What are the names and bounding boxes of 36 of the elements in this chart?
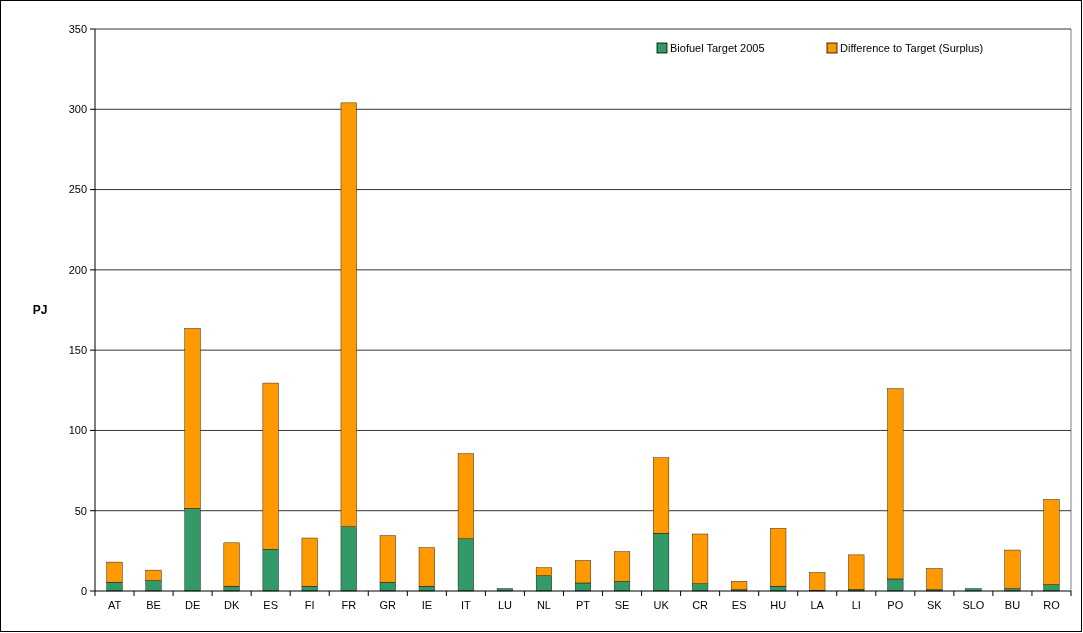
x-tick-label: BE xyxy=(146,599,161,611)
y-tick-label: 300 xyxy=(68,103,87,116)
x-tick-label: CR xyxy=(692,599,709,611)
y-tick-label: 200 xyxy=(68,263,87,276)
y-tick-label: 150 xyxy=(68,343,87,356)
x-tick-label: IE xyxy=(421,599,433,611)
x-tick-label: LA xyxy=(810,599,825,611)
legend-label: Biofuel Target 2005 xyxy=(670,41,765,54)
y-tick-label: 350 xyxy=(68,22,87,35)
x-tick-label: BU xyxy=(1004,599,1021,611)
x-tick-label: LU xyxy=(497,599,513,611)
x-tick-label: AT xyxy=(107,599,122,611)
x-tick-label: ES xyxy=(731,599,747,611)
x-tick-label: HU xyxy=(770,599,787,611)
y-tick-label: 0 xyxy=(80,584,87,597)
x-tick-label: SK xyxy=(927,599,943,611)
x-tick-label: PO xyxy=(887,599,904,611)
x-tick-label: RO xyxy=(1043,599,1061,611)
x-tick-label: DK xyxy=(224,599,240,611)
x-tick-label: NL xyxy=(536,599,551,611)
x-tick-label: DE xyxy=(184,599,201,611)
x-tick-label: LI xyxy=(851,599,861,611)
y-tick-label: 50 xyxy=(74,504,87,517)
x-tick-label: SLO xyxy=(962,599,985,611)
x-tick-label: FI xyxy=(304,599,315,611)
x-tick-label: SE xyxy=(614,599,630,611)
legend-label: Difference to Target (Surplus) xyxy=(840,41,984,54)
x-tick-label: UK xyxy=(653,599,670,611)
x-tick-label: ES xyxy=(263,599,279,611)
x-tick-label: FR xyxy=(341,599,357,611)
x-tick-label: IT xyxy=(460,599,472,611)
y-tick-label: 100 xyxy=(68,424,87,437)
x-tick-label: PT xyxy=(575,599,591,611)
y-tick-label: 250 xyxy=(68,183,87,196)
y-axis-title: PJ xyxy=(32,303,48,317)
x-tick-label: GR xyxy=(379,599,397,611)
